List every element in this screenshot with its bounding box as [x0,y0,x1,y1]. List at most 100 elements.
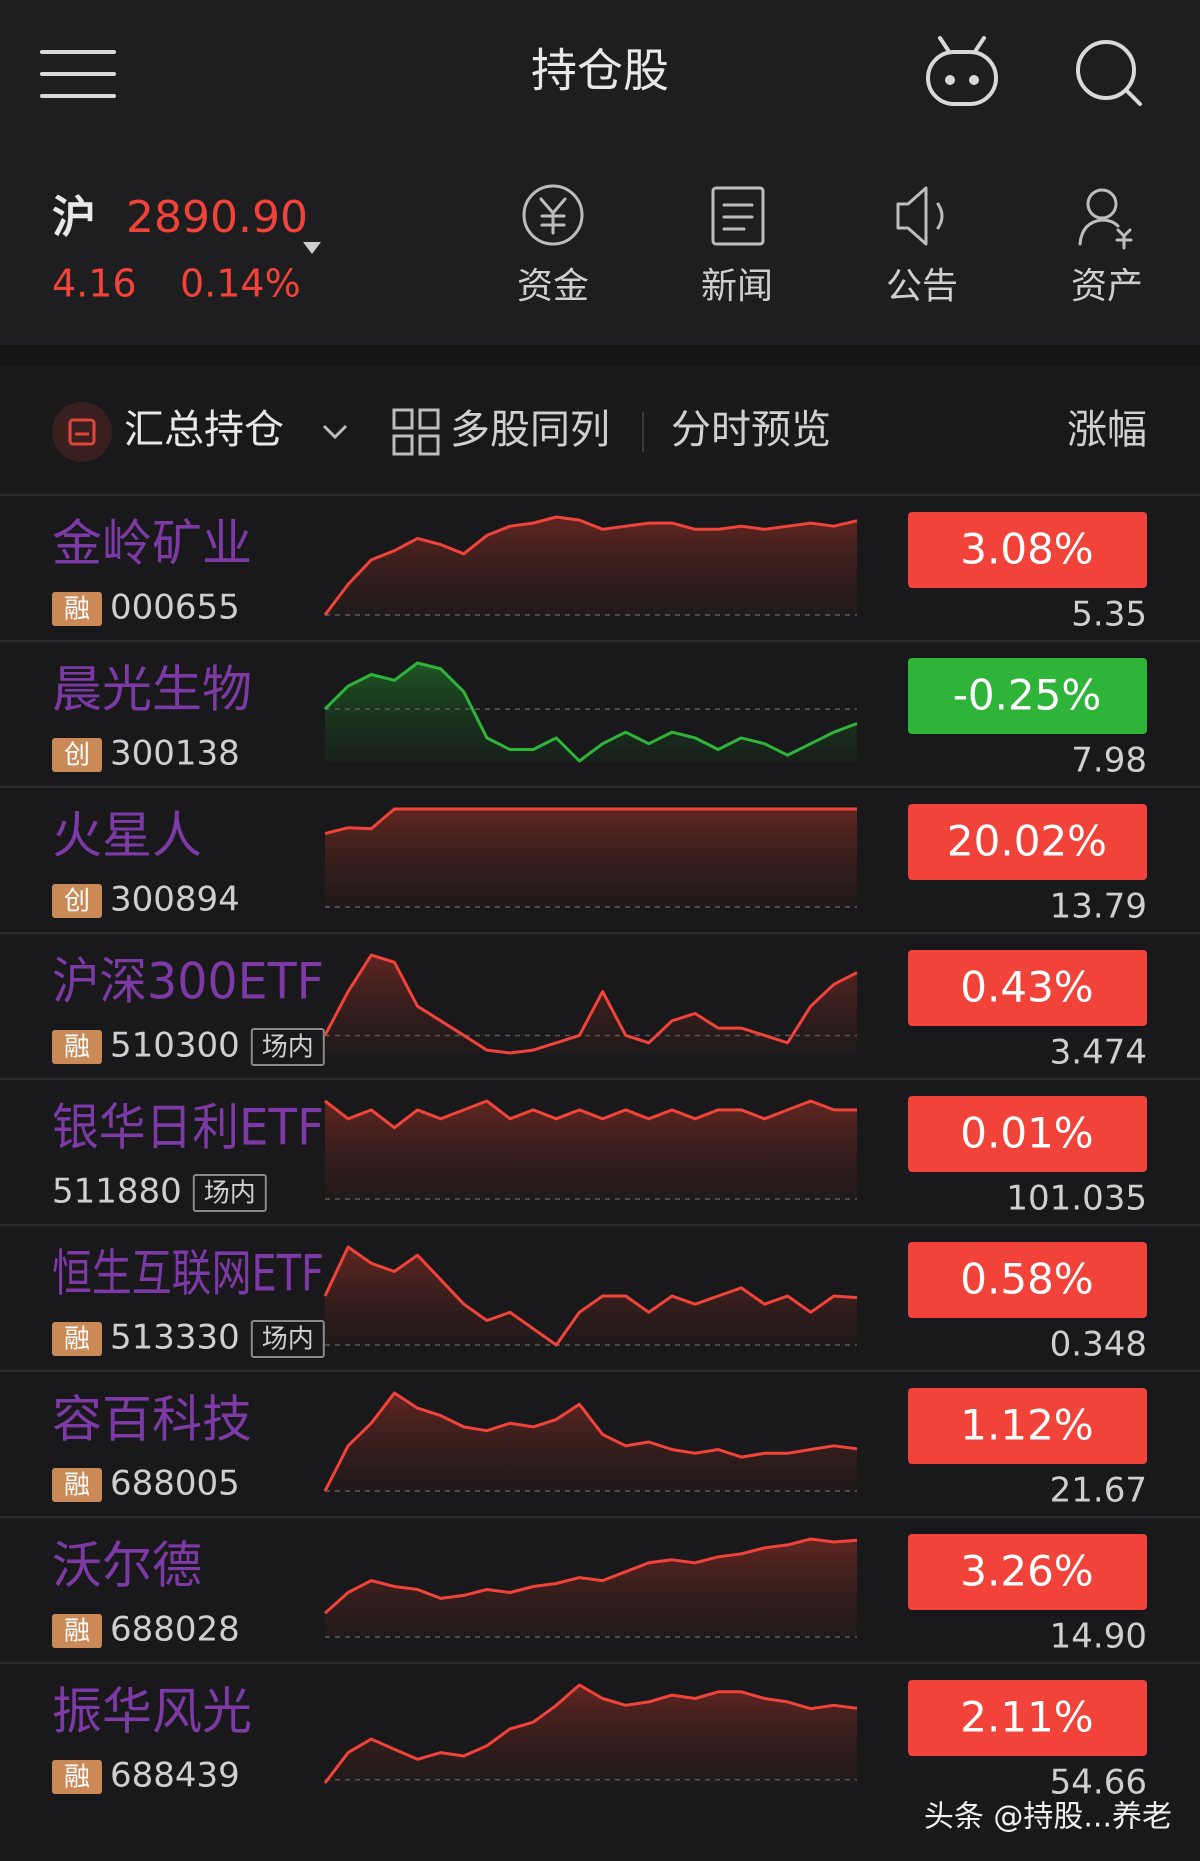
sparkline [323,1245,858,1347]
sort-column[interactable]: 涨幅 [1067,407,1147,453]
change-box [908,804,1147,880]
change-pct: 0.01% [960,1109,1093,1158]
change-box [908,1534,1147,1610]
tag-badge [52,1322,102,1356]
tag-badge [52,592,102,626]
tag-text: 融 [64,1325,90,1355]
watermark: 头条 @持股...养老 [924,1800,1172,1835]
stock-name: 沃尔德 [52,1537,202,1595]
index-change: 4.16 [52,262,137,306]
change-pct: 0.58% [960,1255,1093,1304]
change-pct: 2.11% [960,1693,1093,1742]
sparkline-area [325,1247,857,1345]
tab-label: 多股同列 [450,407,610,453]
market-badge [192,1174,267,1212]
price: 21.67 [1050,1471,1147,1511]
search-button[interactable] [1076,40,1142,106]
stock-name: 恒生互联网ETF [52,1245,324,1303]
change-box [908,950,1147,1026]
sparkline [323,1537,858,1615]
price: 101.035 [1006,1179,1147,1219]
price: 0.348 [1050,1325,1147,1365]
stock-code: 300138 [110,734,240,774]
stock-name: 容百科技 [52,1391,252,1449]
header-bg [0,0,1200,345]
change-pct: 1.12% [960,1401,1093,1450]
change-pct: 3.26% [960,1547,1093,1596]
holding-row[interactable]: 沪深300ETF 融 510300 场内 0.43% 3.474 [0,932,1200,1073]
change-pct: 20.02% [947,817,1107,866]
tag-text: 融 [64,1471,90,1501]
separator [0,345,1200,365]
change-pct: -0.25% [953,671,1102,720]
holding-row[interactable]: 恒生互联网ETF 融 513330 场内 0.58% 0.348 [0,1224,1200,1365]
sparkline [324,1099,857,1130]
sparkline [323,661,858,763]
sparkline [323,1683,858,1784]
shortcut-label: 资产 [1071,266,1143,307]
tag-text: 融 [64,1617,90,1647]
page-title: 持仓股 [531,44,669,98]
sparkline [324,807,857,836]
assistant-button[interactable] [926,36,998,106]
sparkline [323,1391,858,1492]
tag-text: 创 [64,741,90,771]
stock-code: 513330 [110,1318,240,1358]
sparkline [323,515,858,616]
shortcut-assets[interactable]: 资产 [1071,188,1143,307]
market-badge [250,1320,325,1358]
change-box [908,1680,1147,1756]
summary-tab[interactable]: 汇总持仓 [52,402,348,462]
market-text: 场内 [262,1325,314,1355]
stock-name: 沪深300ETF [52,953,324,1011]
change-pct: 0.43% [960,963,1093,1012]
stock-name: 银华日利ETF [52,1099,324,1157]
menu-button[interactable] [40,50,116,98]
shortcut-label: 公告 [886,266,958,307]
dropdown-arrow [303,242,321,254]
change-box [908,1242,1147,1318]
shortcut-funds[interactable]: 资金 [517,184,589,307]
price: 7.98 [1071,741,1147,781]
price: 5.35 [1071,595,1147,635]
holding-row[interactable]: 银华日利ETF 511880 场内 0.01% 101.035 [0,1078,1200,1219]
tag-badge [52,738,102,772]
price: 54.66 [1050,1763,1147,1803]
tag-text: 融 [64,1763,90,1793]
sparkline-area [325,809,857,907]
sparkline-area [325,663,857,761]
stock-code: 300894 [110,880,240,920]
stock-code: 000655 [110,588,240,628]
change-box [908,1096,1147,1172]
tag-text: 融 [64,1033,90,1063]
tag-badge [52,1030,102,1064]
price: 3.474 [1050,1033,1147,1073]
price: 14.90 [1050,1617,1147,1657]
shortcut-news[interactable]: 新闻 [701,186,773,307]
sparkline [323,953,858,1055]
index-value: 2890.90 [126,192,308,243]
tag-badge [52,1760,102,1794]
shortcut-notice[interactable]: 公告 [886,186,958,307]
tag-badge [52,884,102,918]
stock-code: 510300 [110,1026,240,1066]
shortcut-label: 资金 [517,266,589,307]
stock-code: 688439 [110,1756,240,1796]
index-name: 沪 [52,192,96,243]
tag-badge [52,1468,102,1502]
tag-text: 创 [64,887,90,917]
market-badge [250,1028,325,1066]
sparkline-area [325,1685,857,1783]
tag-badge [52,1614,102,1648]
stock-code: 688005 [110,1464,240,1504]
preview-tab[interactable]: 分时预览 [671,407,831,453]
tag-text: 融 [64,595,90,625]
multi-tab[interactable]: 多股同列 [392,407,610,456]
